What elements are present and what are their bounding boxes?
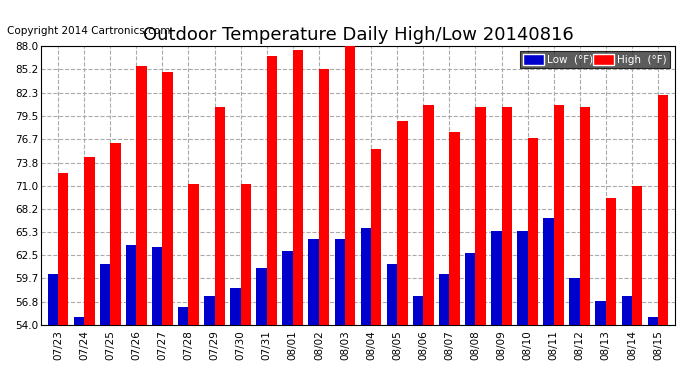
Bar: [308, 239, 319, 325]
Bar: [58, 173, 68, 325]
Bar: [162, 72, 172, 325]
Bar: [569, 278, 580, 325]
Bar: [136, 66, 147, 325]
Title: Outdoor Temperature Daily High/Low 20140816: Outdoor Temperature Daily High/Low 20140…: [143, 26, 573, 44]
Bar: [74, 317, 84, 325]
Bar: [178, 307, 188, 325]
Bar: [100, 264, 110, 325]
Bar: [204, 297, 215, 325]
Bar: [152, 247, 162, 325]
Bar: [361, 228, 371, 325]
Bar: [553, 105, 564, 325]
Bar: [256, 268, 267, 325]
Bar: [345, 46, 355, 325]
Bar: [528, 138, 538, 325]
Bar: [632, 186, 642, 325]
Bar: [230, 288, 241, 325]
Bar: [267, 56, 277, 325]
Bar: [622, 297, 632, 325]
Text: Copyright 2014 Cartronics.com: Copyright 2014 Cartronics.com: [7, 26, 170, 36]
Bar: [413, 297, 423, 325]
Legend: Low  (°F), High  (°F): Low (°F), High (°F): [520, 51, 670, 68]
Bar: [335, 239, 345, 325]
Bar: [188, 184, 199, 325]
Bar: [84, 157, 95, 325]
Bar: [371, 148, 382, 325]
Bar: [543, 218, 553, 325]
Bar: [386, 264, 397, 325]
Bar: [397, 122, 408, 325]
Bar: [423, 105, 434, 325]
Bar: [439, 274, 449, 325]
Bar: [215, 108, 225, 325]
Bar: [475, 108, 486, 325]
Bar: [282, 251, 293, 325]
Bar: [110, 143, 121, 325]
Bar: [449, 132, 460, 325]
Bar: [48, 274, 58, 325]
Bar: [491, 231, 502, 325]
Bar: [126, 245, 136, 325]
Bar: [319, 69, 329, 325]
Bar: [502, 108, 512, 325]
Bar: [293, 50, 303, 325]
Bar: [606, 198, 616, 325]
Bar: [648, 317, 658, 325]
Bar: [241, 184, 251, 325]
Bar: [518, 231, 528, 325]
Bar: [580, 108, 590, 325]
Bar: [595, 301, 606, 325]
Bar: [658, 95, 669, 325]
Bar: [465, 253, 475, 325]
